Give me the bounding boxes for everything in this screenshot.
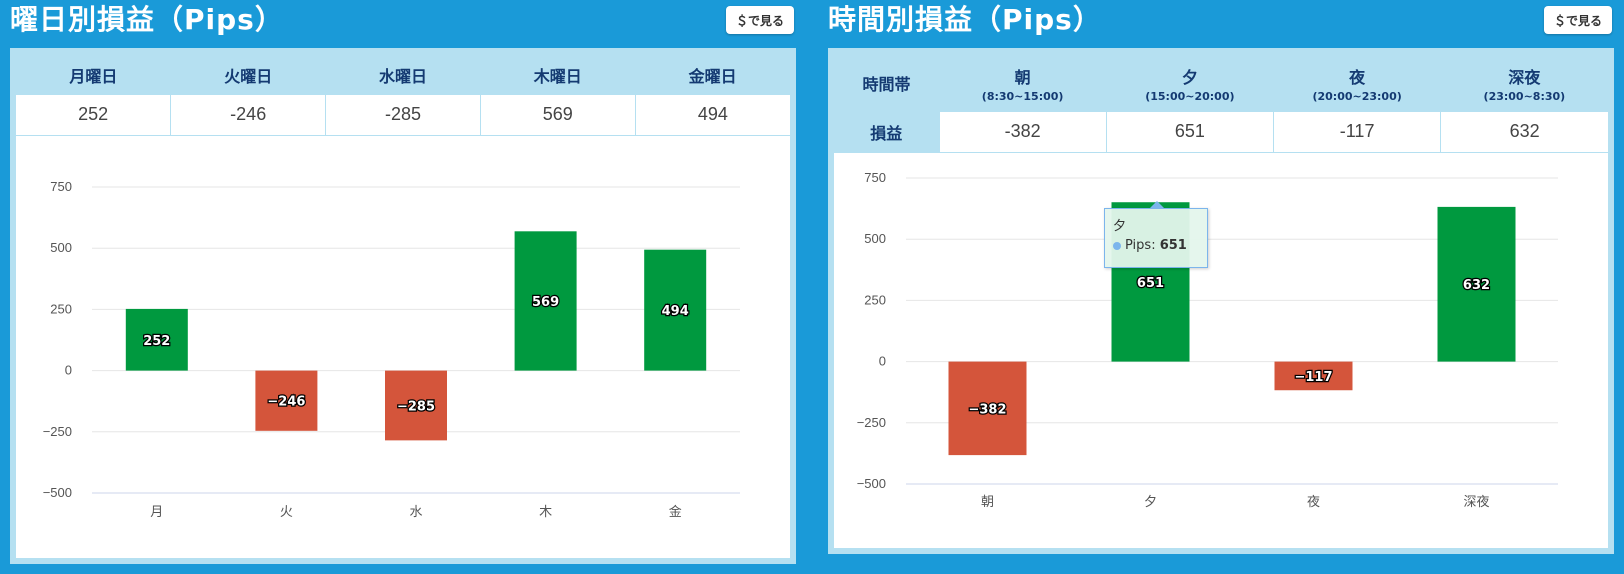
bar xyxy=(125,308,188,371)
timeband-bar-chart: 750 500 250 0 −250 −500 −382 朝 651 夕 −117 夜 632 深夜 xyxy=(857,170,1558,510)
bar xyxy=(644,249,707,371)
timeband-col-name: 夕 xyxy=(1181,67,1198,87)
x-category-label: 水 xyxy=(409,505,422,520)
timeband-col-range: (15:00~20:00) xyxy=(1145,89,1235,103)
bar-data-label: −246 xyxy=(267,395,305,410)
weekday-bar-chart: 750 500 250 0 −250 −500 252 月 −246 火 −285 水 569 木 494 金 xyxy=(43,179,740,520)
x-category-label: 夜 xyxy=(1307,495,1320,510)
weekday-value-mon: 252 xyxy=(16,95,172,136)
weekday-value-fri: 494 xyxy=(635,95,790,136)
tooltip-value: 651 xyxy=(1159,238,1187,253)
weekday-value-wed: -285 xyxy=(325,95,481,136)
y-tick-label: 750 xyxy=(50,179,72,194)
x-category-label: 木 xyxy=(539,505,552,520)
timeband-col-name: 深夜 xyxy=(1508,67,1541,87)
weekday-panel-title: 曜日別損益（Pips） xyxy=(10,3,284,36)
weekday-col-mon: 月曜日 xyxy=(16,54,171,95)
bar xyxy=(514,231,577,371)
weekday-col-tue: 火曜日 xyxy=(170,54,326,95)
y-tick-label: 250 xyxy=(50,301,72,316)
tooltip-category: 夕 xyxy=(1113,219,1127,234)
y-tick-label: 750 xyxy=(864,170,886,185)
weekday-col-thu: 木曜日 xyxy=(480,54,636,95)
timeband-summary-table: 時間帯 朝 (8:30~15:00) 夕 (15:00~20:00) 夜 (20:00… xyxy=(834,54,1608,153)
bar xyxy=(948,361,1027,456)
timeband-col-range: (23:00~8:30) xyxy=(1483,89,1566,103)
bar xyxy=(255,370,318,431)
y-tick-label: 250 xyxy=(864,292,886,307)
timeband-col-night: 夜 (20:00~23:00) xyxy=(1273,54,1441,112)
timeband-col-evening: 夕 (15:00~20:00) xyxy=(1106,54,1274,112)
y-tick-label: −250 xyxy=(43,424,72,439)
weekday-card: 月曜日 火曜日 水曜日 木曜日 金曜日 252 -246 -285 569 49… xyxy=(10,48,796,564)
weekday-col-wed: 水曜日 xyxy=(325,54,481,95)
timeband-col-morning: 朝 (8:30~15:00) xyxy=(939,54,1107,112)
y-tick-label: 0 xyxy=(65,363,72,378)
timeband-col-range: (20:00~23:00) xyxy=(1312,89,1402,103)
bar-data-label: 252 xyxy=(143,334,170,349)
timeband-panel-title: 時間別損益（Pips） xyxy=(828,3,1102,36)
weekday-col-fri: 金曜日 xyxy=(635,54,790,95)
timeband-dollar-button[interactable]: ＄で見る xyxy=(1544,6,1612,34)
y-tick-label: 500 xyxy=(864,231,886,246)
weekday-value-thu: 569 xyxy=(480,95,636,136)
timeband-value-morning: -382 xyxy=(939,112,1107,153)
bar-data-label: 569 xyxy=(532,295,559,310)
timeband-value-evening: 651 xyxy=(1106,112,1275,153)
x-category-label: 月 xyxy=(150,505,163,520)
bar-data-label: 651 xyxy=(1137,276,1164,291)
tooltip-series: Pips xyxy=(1125,238,1152,253)
bar-data-label: 494 xyxy=(662,304,689,319)
y-tick-label: −250 xyxy=(857,415,886,430)
x-category-label: 深夜 xyxy=(1463,495,1489,510)
y-tick-label: 0 xyxy=(879,354,886,369)
weekday-dollar-button[interactable]: ＄で見る xyxy=(726,6,794,34)
bar xyxy=(385,370,447,441)
bar-data-label: −382 xyxy=(968,402,1006,417)
bar-data-label: 632 xyxy=(1463,278,1490,293)
chart-tooltip: 夕 Pips: 651 xyxy=(1104,201,1208,268)
timeband-col-name: 朝 xyxy=(1014,67,1031,87)
timeband-card: 時間帯 朝 (8:30~15:00) 夕 (15:00~20:00) 夜 (20:00… xyxy=(828,48,1614,554)
timeband-col-range: (8:30~15:00) xyxy=(981,89,1064,103)
weekday-value-tue: -246 xyxy=(170,95,327,136)
x-category-label: 朝 xyxy=(981,495,994,510)
timeband-value-latenight: 632 xyxy=(1440,112,1608,153)
timeband-row-header: 時間帯 xyxy=(834,54,939,112)
weekday-summary-table: 月曜日 火曜日 水曜日 木曜日 金曜日 252 -246 -285 569 49… xyxy=(16,54,790,136)
bar-data-label: −285 xyxy=(397,399,435,414)
timeband-value-row-label: 損益 xyxy=(834,112,940,153)
y-tick-label: 500 xyxy=(50,240,72,255)
x-category-label: 金 xyxy=(669,504,682,520)
timeband-col-latenight: 深夜 (23:00~8:30) xyxy=(1440,54,1608,112)
x-category-label: 火 xyxy=(280,505,293,520)
x-category-label: 夕 xyxy=(1144,495,1157,510)
bar xyxy=(1437,206,1516,362)
tooltip-pointer xyxy=(1149,201,1165,209)
y-tick-label: −500 xyxy=(857,476,886,491)
bar xyxy=(1274,361,1353,391)
series-dot-icon xyxy=(1113,241,1121,250)
bar-data-label: −117 xyxy=(1294,370,1332,385)
timeband-value-night: -117 xyxy=(1273,112,1442,153)
y-tick-label: −500 xyxy=(43,485,72,500)
timeband-col-name: 夜 xyxy=(1349,67,1366,87)
